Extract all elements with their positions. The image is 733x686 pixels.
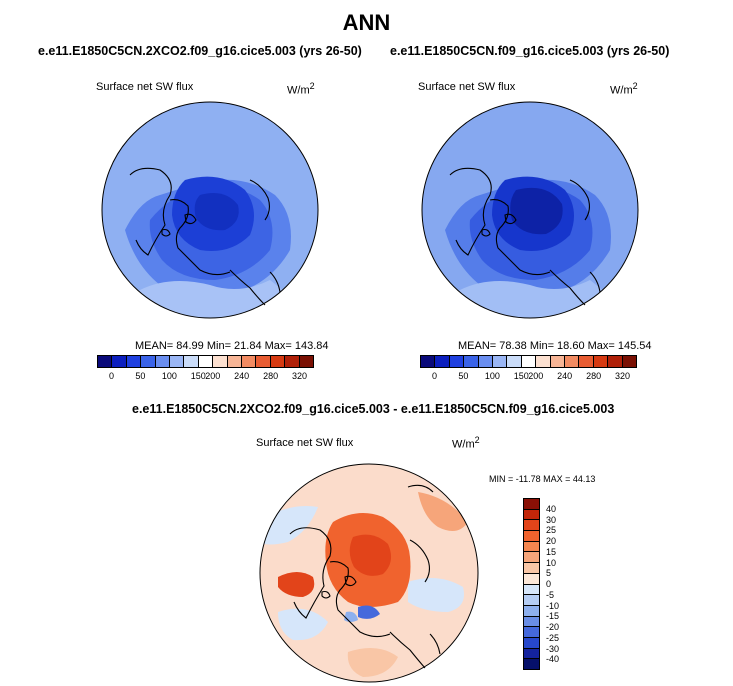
colorbar-tick-label: 0: [431, 371, 437, 381]
map-right: [421, 101, 639, 319]
diff-panel-title: e.e11.E1850C5CN.2XCO2.f09_g16.cice5.003 …: [132, 402, 615, 416]
colorbar-swatch: [464, 356, 479, 367]
panel-right-variable: Surface net SW flux: [418, 81, 516, 93]
colorbar-tick-label: 320: [292, 371, 308, 381]
colorbar-swatch: [565, 356, 580, 367]
colorbar-tick-label: 50: [135, 371, 146, 381]
colorbar-swatch: [478, 356, 494, 367]
panel-right-title: e.e11.E1850C5CN.f09_g16.cice5.003 (yrs 2…: [390, 44, 670, 58]
colorbar-swatch: [524, 648, 539, 660]
colorbar-swatch: [524, 616, 539, 628]
colorbar-swatch: [435, 356, 450, 367]
colorbar-swatch: [524, 573, 539, 585]
colorbar-swatch: [524, 605, 539, 617]
colorbar-swatch: [507, 356, 522, 367]
colorbar-swatch: [622, 356, 637, 367]
colorbar-swatch: [579, 356, 594, 367]
colorbar-tick-label: -40: [546, 654, 560, 665]
colorbar-swatch: [524, 509, 539, 521]
colorbar-swatch: [155, 356, 171, 367]
colorbar-swatch: [112, 356, 127, 367]
colorbar-tick-label: 0: [108, 371, 114, 381]
colorbar-diff: [523, 498, 540, 670]
colorbar-tick-label: 50: [458, 371, 469, 381]
colorbar-swatch: [421, 356, 436, 367]
colorbar-swatch: [493, 356, 508, 367]
colorbar-tick-label: 240: [234, 371, 250, 381]
colorbar-tick-label: 150: [513, 371, 529, 381]
colorbar-tick-label: 240: [557, 371, 573, 381]
colorbar-tick-label: -5: [546, 589, 555, 600]
colorbar-swatch: [285, 356, 300, 367]
colorbar-swatch: [550, 356, 566, 367]
colorbar-tick-label: 200: [205, 371, 221, 381]
colorbar-swatch: [242, 356, 257, 367]
colorbar-swatch: [536, 356, 551, 367]
colorbar-swatch: [299, 356, 314, 367]
colorbar-tick-label: 280: [263, 371, 279, 381]
colorbar-tick-label: -30: [546, 643, 560, 654]
colorbar-tick-label: 280: [586, 371, 602, 381]
colorbar-swatch: [256, 356, 271, 367]
colorbar-tick-label: 10: [546, 557, 557, 568]
colorbar-swatch: [449, 356, 465, 367]
colorbar-tick-label: -15: [546, 611, 560, 622]
colorbar-tick-label: -25: [546, 632, 560, 643]
colorbar-swatch: [141, 356, 156, 367]
colorbar-swatch: [524, 637, 539, 649]
colorbar-swatch: [126, 356, 142, 367]
colorbar-left: [97, 355, 314, 368]
page-title: ANN: [342, 10, 391, 35]
colorbar-swatch: [524, 541, 539, 553]
colorbar-tick-label: 100: [484, 371, 500, 381]
colorbar-swatch: [524, 552, 539, 564]
colorbar-diff-ticks: 40 30 25 20 15 10 5 0 -5 -10 -15 -20 -25 -30 -40: [546, 498, 576, 670]
colorbar-swatch: [524, 563, 539, 574]
colorbar-swatch: [270, 356, 286, 367]
diff-panel-units: W/m2: [452, 435, 480, 451]
diff-panel-stats: MIN = -11.78 MAX = 44.13: [489, 474, 596, 484]
colorbar-tick-label: 320: [615, 371, 631, 381]
panel-left-stats: MEAN= 84.99 Min= 21.84 Max= 143.84: [135, 340, 329, 352]
colorbar-swatch: [524, 595, 539, 606]
panel-left-units: W/m2: [287, 81, 315, 97]
colorbar-tick-label: 40: [546, 503, 557, 514]
colorbar-tick-label: -10: [546, 600, 560, 611]
colorbar-swatch: [227, 356, 243, 367]
colorbar-swatch: [608, 356, 623, 367]
colorbar-swatch: [213, 356, 228, 367]
panel-left-variable: Surface net SW flux: [96, 81, 194, 93]
panel-left-title: e.e11.E1850C5CN.2XCO2.f09_g16.cice5.003 …: [38, 44, 362, 58]
colorbar-tick-label: 20: [546, 536, 557, 546]
colorbar-left-ticks: 0 50 100 150 200 240 280 320: [97, 371, 314, 383]
colorbar-tick-label: 150: [190, 371, 206, 381]
map-diff: [259, 463, 479, 683]
colorbar-tick-label: 200: [528, 371, 544, 381]
colorbar-swatch: [521, 356, 537, 367]
colorbar-swatch: [524, 531, 539, 542]
colorbar-right-ticks: 0 50 100 150 200 240 280 320: [420, 371, 637, 383]
colorbar-right: [420, 355, 637, 368]
colorbar-swatch: [524, 584, 539, 596]
colorbar-swatch: [593, 356, 609, 367]
diff-panel-variable: Surface net SW flux: [256, 437, 354, 449]
colorbar-swatch: [524, 520, 539, 532]
colorbar-tick-label: 25: [546, 525, 557, 536]
colorbar-swatch: [524, 499, 539, 510]
panel-right-units: W/m2: [610, 81, 638, 97]
colorbar-swatch: [198, 356, 214, 367]
map-left: [101, 101, 319, 319]
colorbar-tick-label: 100: [161, 371, 177, 381]
colorbar-swatch: [170, 356, 185, 367]
colorbar-swatch: [184, 356, 199, 367]
panel-right-stats: MEAN= 78.38 Min= 18.60 Max= 145.54: [458, 340, 652, 352]
colorbar-swatch: [98, 356, 113, 367]
colorbar-tick-label: 15: [546, 546, 557, 557]
colorbar-swatch: [524, 627, 539, 638]
colorbar-tick-label: 0: [546, 579, 552, 589]
colorbar-tick-label: 30: [546, 514, 557, 525]
colorbar-swatch: [524, 659, 539, 669]
colorbar-tick-label: 5: [546, 568, 552, 579]
colorbar-tick-label: -20: [546, 622, 560, 632]
